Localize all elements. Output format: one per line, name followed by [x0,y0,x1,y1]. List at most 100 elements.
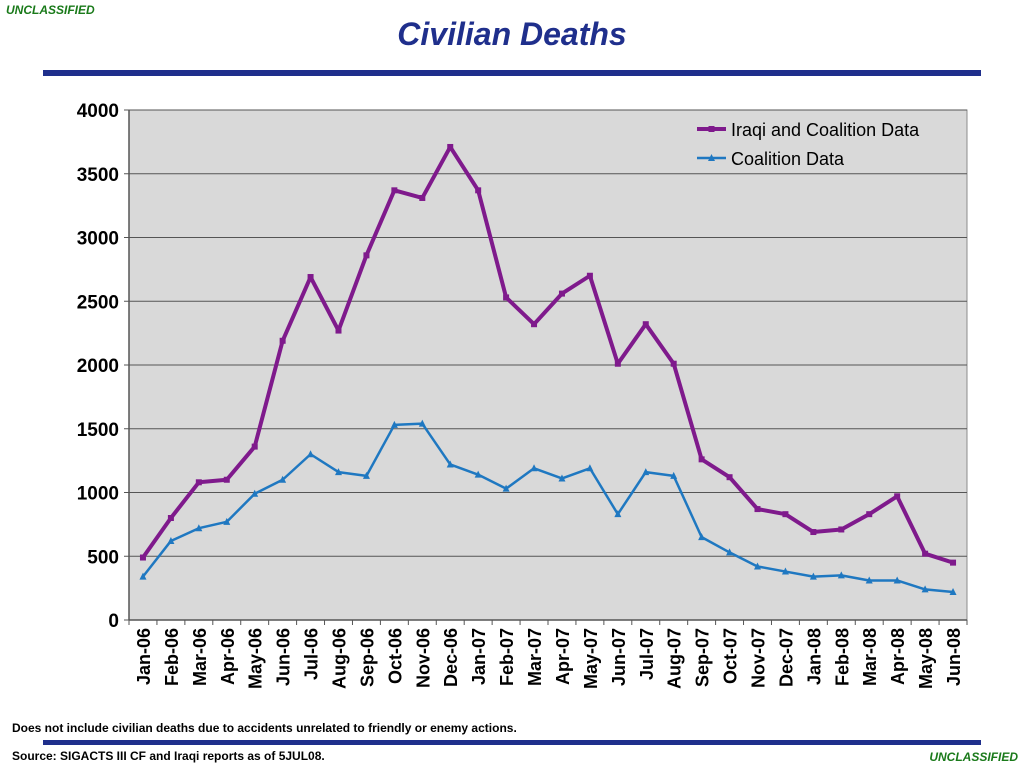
data-point [390,420,398,428]
data-point [167,536,175,544]
x-axis-ticks: Jan-06 Feb-06 Mar-06 Apr-06 May-06 Jun-06 Jul-… [134,628,964,689]
x-tick-label: Oct-06 [385,628,405,684]
data-point [362,471,370,479]
data-point [530,464,538,472]
y-tick-label: 4000 [77,101,119,122]
y-tick-label: 2000 [77,356,119,377]
y-tick-label: 1500 [77,420,119,441]
data-point [726,474,733,481]
x-tick-label: Feb-06 [162,628,182,686]
data-point [307,274,314,281]
data-point [698,533,706,541]
x-tick-label: Apr-08 [888,628,908,685]
y-tick-label: 2500 [77,292,119,313]
x-tick-label: Jan-08 [804,628,824,685]
legend-label: Coalition Data [731,149,845,169]
data-point [949,587,957,595]
x-tick-label: Apr-06 [218,628,238,685]
gridlines [124,109,968,625]
data-point [391,187,398,194]
data-point [781,567,789,575]
footer-divider [43,740,981,745]
x-tick-label: May-07 [581,628,601,689]
x-tick-label: Oct-07 [721,628,741,684]
data-point [474,470,482,478]
data-point [251,443,258,450]
data-point [446,460,454,468]
data-point [502,484,510,492]
x-tick-label: Mar-08 [860,628,880,686]
data-point [921,585,929,593]
x-tick-label: Jun-08 [944,628,964,686]
data-point [614,360,621,367]
x-tick-label: Feb-08 [832,628,852,686]
y-tick-label: 500 [87,547,119,568]
x-tick-label: Apr-07 [553,628,573,685]
data-point [531,321,538,328]
data-point [418,419,426,427]
data-point [475,187,482,194]
data-point [865,576,873,584]
data-point [837,571,845,579]
data-point [223,517,231,525]
data-point [447,143,454,150]
data-point [586,464,594,472]
x-tick-label: Mar-06 [190,628,210,686]
slide-title: Civilian Deaths [397,16,627,52]
data-point [614,510,622,518]
y-tick-label: 3500 [77,165,119,186]
footnote: Does not include civilian deaths due to … [12,721,517,735]
line-chart: 0 500 1000 1500 2000 2500 3000 3500 4000 Jan-06 F… [77,101,968,689]
legend-label: Iraqi and Coalition Data [731,120,920,140]
data-point [167,515,174,521]
data-point [642,321,649,328]
data-point [726,548,734,556]
data-point [139,572,147,580]
data-point [558,290,565,297]
data-point [708,154,715,161]
data-point [279,337,286,344]
data-point [698,456,705,463]
data-point [335,468,342,476]
y-tick-label: 0 [108,611,119,632]
x-tick-label: Jun-06 [274,628,294,686]
source-note: Source: SIGACTS III CF and Iraqi reports… [12,749,325,763]
x-tick-label: Feb-07 [497,628,517,686]
header-divider [43,70,981,76]
data-point [251,489,259,497]
x-tick-label: Jun-07 [609,628,629,686]
series-line [141,422,954,594]
data-point [838,526,845,533]
x-tick-label: Jan-06 [134,628,154,685]
x-tick-label: Dec-07 [776,628,796,687]
series-layer [139,143,957,595]
data-point [894,493,901,500]
legend: Iraqi and Coalition Data Coalition Data [697,120,920,169]
data-point [754,506,761,513]
data-point [195,524,203,532]
x-tick-label: Mar-07 [525,628,545,686]
data-point [586,272,593,279]
data-point [670,471,678,479]
x-tick-label: Nov-06 [413,628,433,688]
x-tick-label: May-06 [246,628,266,689]
data-point [223,476,230,483]
data-point [950,559,957,566]
data-point [558,474,566,482]
data-point [307,450,315,458]
x-tick-label: Jul-07 [637,628,657,680]
x-tick-label: Nov-07 [749,628,769,688]
x-tick-label: Jul-06 [302,628,322,680]
x-tick-label: May-08 [916,628,936,689]
data-point [503,294,510,301]
data-point [782,511,789,518]
data-point [810,529,817,536]
x-tick-label: Aug-07 [665,628,685,689]
data-point [754,562,761,570]
data-point [809,572,817,580]
data-point [419,194,426,201]
series-line [141,144,954,565]
data-point [195,479,202,486]
x-tick-label: Sep-07 [693,628,713,687]
data-point [670,360,677,367]
